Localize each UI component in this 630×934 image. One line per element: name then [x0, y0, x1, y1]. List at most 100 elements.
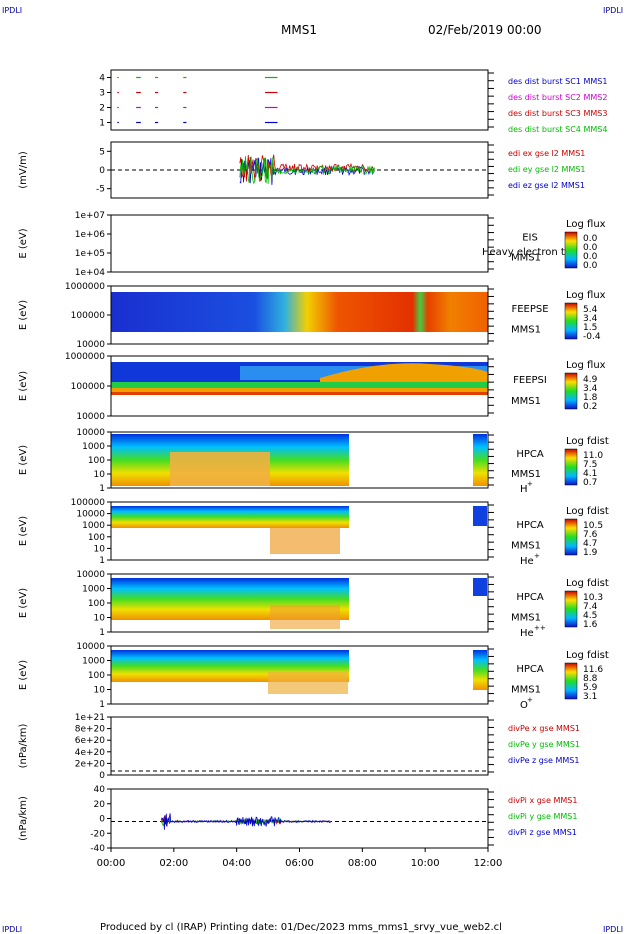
ytick-label-eis: 1e+05	[75, 249, 105, 259]
mission-title: MMS1	[281, 23, 317, 37]
colorbar-title-hpca_o: Log fdist	[566, 650, 609, 661]
xtick-label: 10:00	[411, 858, 440, 869]
colorbar-hpca_h	[564, 448, 578, 486]
instrument-label-feeps_i: FEEPSI	[513, 375, 547, 386]
ytick-label-hpca_he: 10000	[76, 510, 105, 520]
ytick-label-burst: 3	[99, 89, 105, 99]
ylabel-hpca_he: E (eV)	[18, 516, 29, 546]
spacecraft-label-hpca_o: MMS1	[511, 684, 541, 695]
species-label-hpca_he: He	[520, 556, 534, 567]
ytick-label-hpca_he: 1	[99, 556, 105, 566]
colorbar-tick-hpca_hepp: 7.4	[583, 602, 598, 612]
spacecraft-label-eis: MMS1	[511, 253, 541, 264]
colorbar-tick-eis: 0.0	[583, 243, 598, 253]
ylabel-edi: (mV/m)	[18, 151, 29, 189]
ylabel-hpca_o: E (eV)	[18, 660, 29, 690]
ytick-label-burst: 1	[99, 119, 105, 129]
spacecraft-label-hpca_hepp: MMS1	[511, 612, 541, 623]
colorbar-tick-hpca_hepp: 10.3	[583, 593, 603, 603]
ytick-label-divpe: 1e+21	[75, 713, 105, 723]
colorbar-tick-hpca_o: 5.9	[583, 683, 598, 693]
xtick-label: 00:00	[97, 858, 126, 869]
species-charge-hpca_he: +	[534, 552, 540, 560]
ytick-label-divpi: -40	[90, 844, 105, 854]
colorbar-tick-hpca_he: 4.7	[583, 539, 597, 549]
colorbar-tick-hpca_h: 11.0	[583, 451, 603, 461]
ytick-label-feeps_i: 100000	[71, 382, 106, 392]
colorbar-title-hpca_h: Log fdist	[566, 436, 609, 447]
colorbar-title-hpca_hepp: Log fdist	[566, 578, 609, 589]
colorbar-hpca_o	[564, 662, 578, 700]
spacecraft-label-hpca_he: MMS1	[511, 540, 541, 551]
colorbar-tick-hpca_he: 10.5	[583, 521, 603, 531]
footer-credit: Produced by cl (IRAP) Printing date: 01/…	[100, 922, 502, 933]
species-charge-hpca_h: +	[527, 480, 533, 488]
species-label-hpca_hepp: He	[520, 628, 534, 639]
ylabel-divpe: (nPa/km)	[18, 724, 29, 769]
panel-frame-eis	[110, 214, 489, 273]
panel-frame-divpe	[110, 716, 489, 776]
ytick-label-divpe: 4e+20	[75, 748, 106, 758]
colorbar-hpca_he	[564, 518, 578, 556]
ytick-label-hpca_h: 10	[94, 470, 106, 480]
corner-tag-top-right: IPDLI	[603, 6, 623, 15]
legend-divpe-0: divPe x gse MMS1	[508, 724, 580, 733]
ytick-label-eis: 1e+07	[75, 211, 105, 221]
colorbar-tick-feeps_i: 1.8	[583, 393, 598, 403]
ytick-label-hpca_o: 100	[88, 671, 105, 681]
colorbar-tick-feeps_i: 0.2	[583, 402, 597, 412]
xtick-label: 08:00	[348, 858, 377, 869]
colorbar-title-feeps_e: Log flux	[566, 290, 606, 301]
xtick-label: 04:00	[222, 858, 251, 869]
ytick-label-divpi: 20	[94, 800, 106, 810]
colorbar-tick-feeps_i: 4.9	[583, 375, 598, 385]
ytick-label-hpca_he: 1000	[82, 521, 105, 531]
ytick-label-hpca_h: 100	[88, 456, 105, 466]
panel-frame-hpca_he	[110, 501, 489, 561]
legend-divpi-1: divPi y gse MMS1	[508, 812, 577, 821]
instrument-label-hpca_he: HPCA	[516, 520, 544, 531]
species-charge-hpca_o: +	[527, 696, 533, 704]
ytick-label-divpe: 0	[99, 771, 105, 781]
hpca-he-spectrogram	[111, 506, 349, 528]
corner-tag-bottom-right: IPDLI	[603, 925, 623, 934]
instrument-label-hpca_h: HPCA	[516, 449, 544, 460]
xtick-label: 02:00	[159, 858, 188, 869]
colorbar-tick-hpca_o: 8.8	[583, 674, 598, 684]
panel-frame-divpi	[110, 788, 489, 849]
ytick-label-hpca_he: 100	[88, 533, 105, 543]
colorbar-title-hpca_he: Log fdist	[566, 506, 609, 517]
ytick-label-divpi: 40	[94, 785, 106, 795]
colorbar-tick-feeps_e: 1.5	[583, 323, 597, 333]
ytick-label-hpca_hepp: 100	[88, 599, 105, 609]
feeps-e-spectrogram	[111, 292, 488, 332]
ylabel-feeps_i: E (eV)	[18, 371, 29, 401]
colorbar-tick-hpca_hepp: 1.6	[583, 620, 598, 630]
ytick-label-hpca_o: 10	[94, 686, 106, 696]
colorbar-tick-hpca_h: 7.5	[583, 460, 597, 470]
instrument-label-feeps_e: FEEPSE	[511, 304, 548, 315]
spacecraft-label-feeps_e: MMS1	[511, 324, 541, 335]
species-label-hpca_h: H	[520, 484, 528, 495]
ytick-label-hpca_h: 10000	[76, 428, 105, 438]
ytick-label-eis: 1e+06	[75, 230, 106, 240]
edi-trace-2	[239, 156, 375, 185]
overlay-text-eis: Heavy electron to	[482, 247, 571, 258]
ytick-label-hpca_hepp: 1	[99, 628, 105, 638]
ytick-label-edi: -5	[96, 185, 105, 195]
spacecraft-label-feeps_i: MMS1	[511, 396, 541, 407]
instrument-label-hpca_o: HPCA	[516, 664, 544, 675]
ytick-label-hpca_hepp: 10000	[76, 570, 105, 580]
ytick-label-hpca_he: 10	[94, 544, 106, 554]
ylabel-feeps_e: E (eV)	[18, 300, 29, 330]
colorbar-feeps_e	[564, 302, 578, 340]
ytick-label-divpi: 0	[99, 815, 105, 825]
colorbar-tick-hpca_h: 0.7	[583, 478, 597, 488]
legend-edi-1: edi ey gse l2 MMS1	[508, 165, 586, 174]
ylabel-eis: E (eV)	[18, 228, 29, 258]
ytick-label-eis: 1e+04	[75, 268, 106, 278]
colorbar-tick-feeps_i: 3.4	[583, 384, 598, 394]
colorbar-tick-feeps_e: 3.4	[583, 314, 598, 324]
spectrogram-layers	[111, 292, 488, 694]
